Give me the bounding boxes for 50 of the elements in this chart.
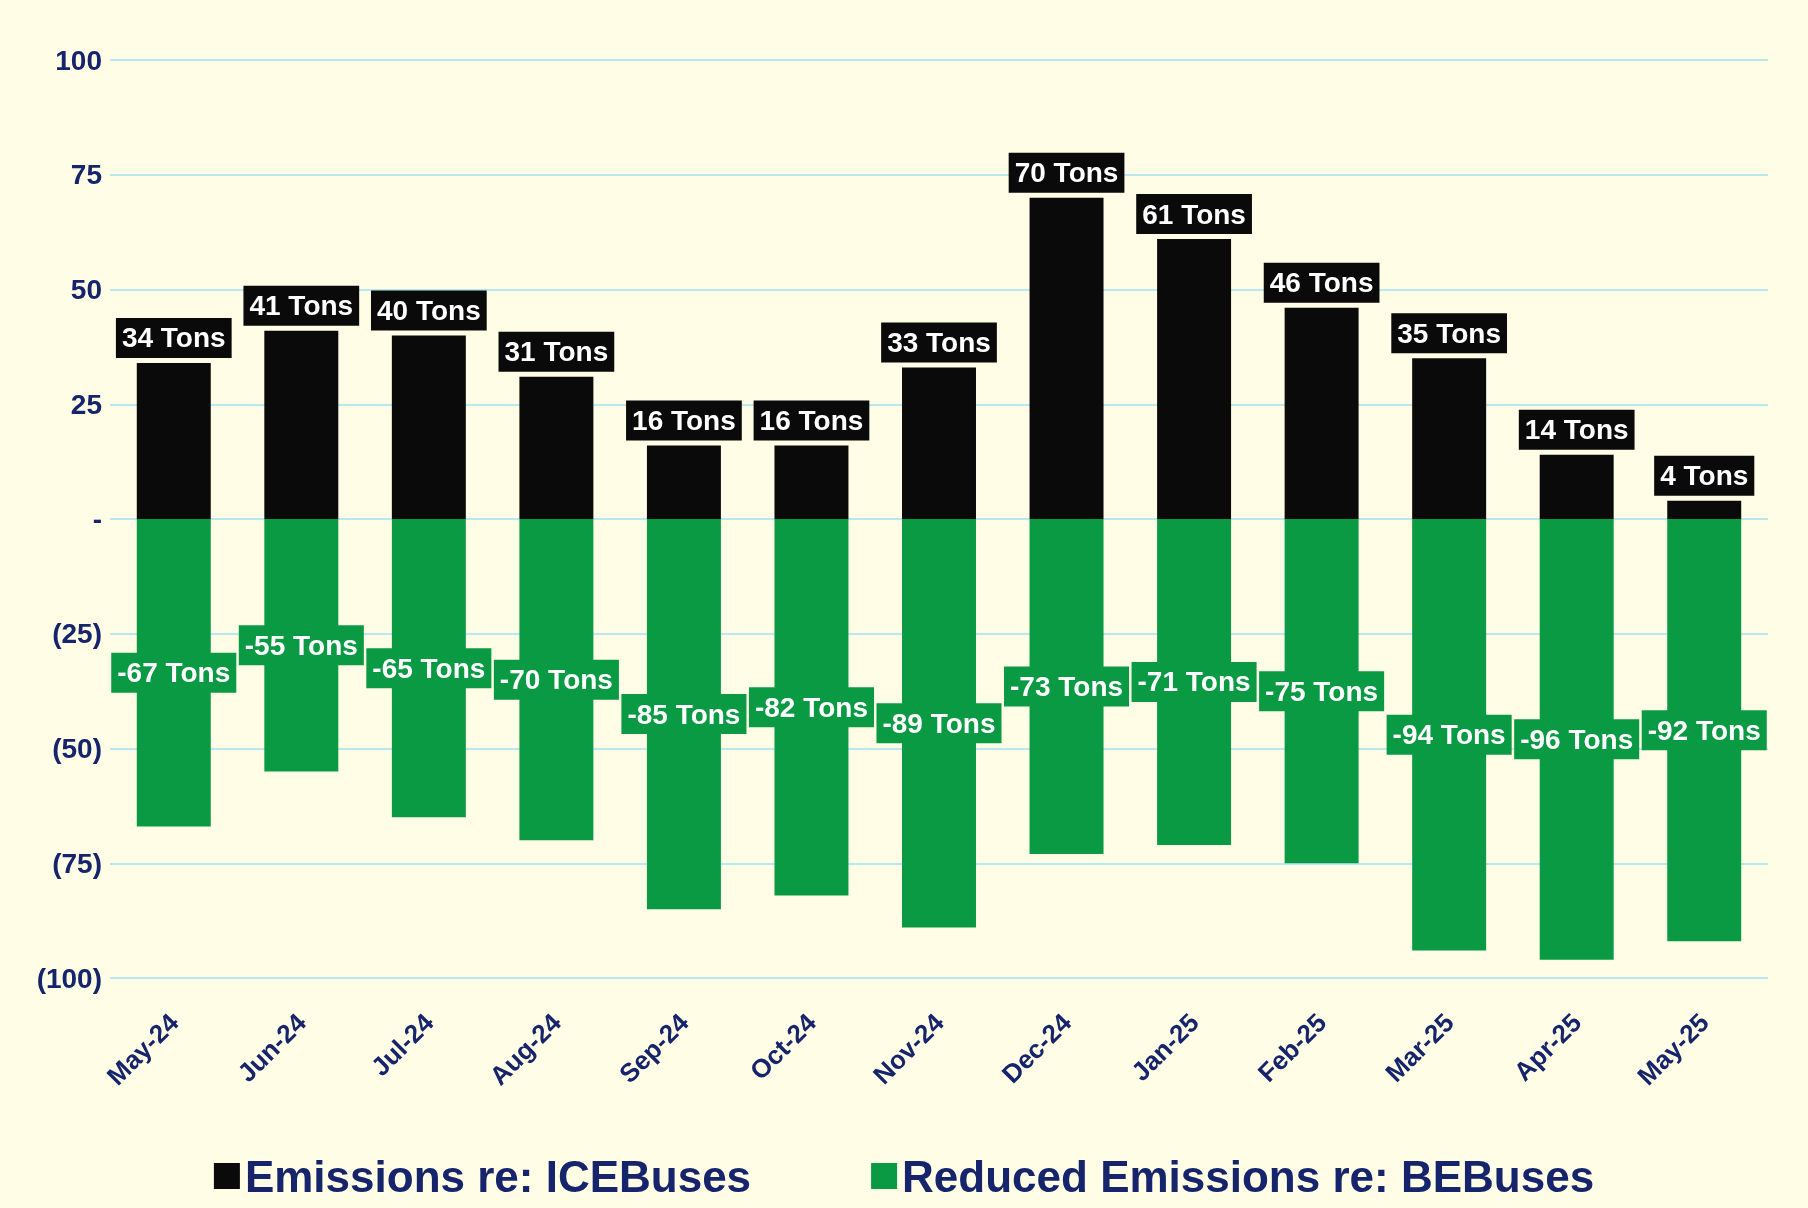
legend-label: Emissions re: ICEBuses [244,1151,752,1201]
data-label: -82 Tons [754,691,868,723]
bar [391,335,466,519]
data-label: -96 Tons [1520,723,1634,755]
data-label: -65 Tons [372,652,486,684]
data-label: -89 Tons [882,707,996,739]
bar [1029,197,1104,519]
y-tick-label: 100 [55,44,102,76]
data-label: -85 Tons [627,698,741,730]
data-label: 33 Tons [887,327,991,359]
legend-label: Reduced Emissions re: BEBuses [902,1151,1595,1201]
data-label: 70 Tons [1014,157,1119,189]
y-tick-label: 75 [70,159,102,191]
data-label: -73 Tons [1010,671,1124,703]
bar [1539,454,1614,519]
data-label: -75 Tons [1265,675,1379,707]
bar [1412,358,1487,519]
y-tick-label: (50) [52,733,102,764]
data-label: 40 Tons [376,294,481,326]
data-label: 46 Tons [1269,267,1374,299]
data-label: -55 Tons [244,629,358,661]
bar [136,362,211,519]
data-label: 61 Tons [1142,198,1246,230]
bar [1284,307,1359,519]
bar [774,445,849,519]
data-label: -70 Tons [499,664,613,696]
data-label: 16 Tons [632,405,736,437]
data-label: 34 Tons [121,322,226,354]
y-tick-label: 25 [70,388,102,420]
bar [646,445,721,519]
data-label: 41 Tons [249,290,354,322]
y-tick-label: (75) [52,847,102,879]
data-label: -71 Tons [1137,666,1251,698]
y-tick-label: 50 [70,274,102,305]
bar [1667,500,1742,519]
bar [519,376,594,519]
bar [264,330,339,519]
y-tick-label: (25) [52,618,102,650]
data-label: 16 Tons [759,405,864,437]
data-label: 4 Tons [1660,460,1749,492]
data-label: 31 Tons [504,336,609,368]
data-label: 14 Tons [1524,414,1629,446]
bar [1157,239,1232,519]
bar [902,367,976,519]
data-label: -67 Tons [117,657,231,689]
data-label: -94 Tons [1392,719,1506,751]
y-tick-label: - [92,503,102,535]
y-tick-label: (100) [36,962,102,994]
data-label: -92 Tons [1647,714,1761,746]
data-label: 35 Tons [1397,317,1502,349]
